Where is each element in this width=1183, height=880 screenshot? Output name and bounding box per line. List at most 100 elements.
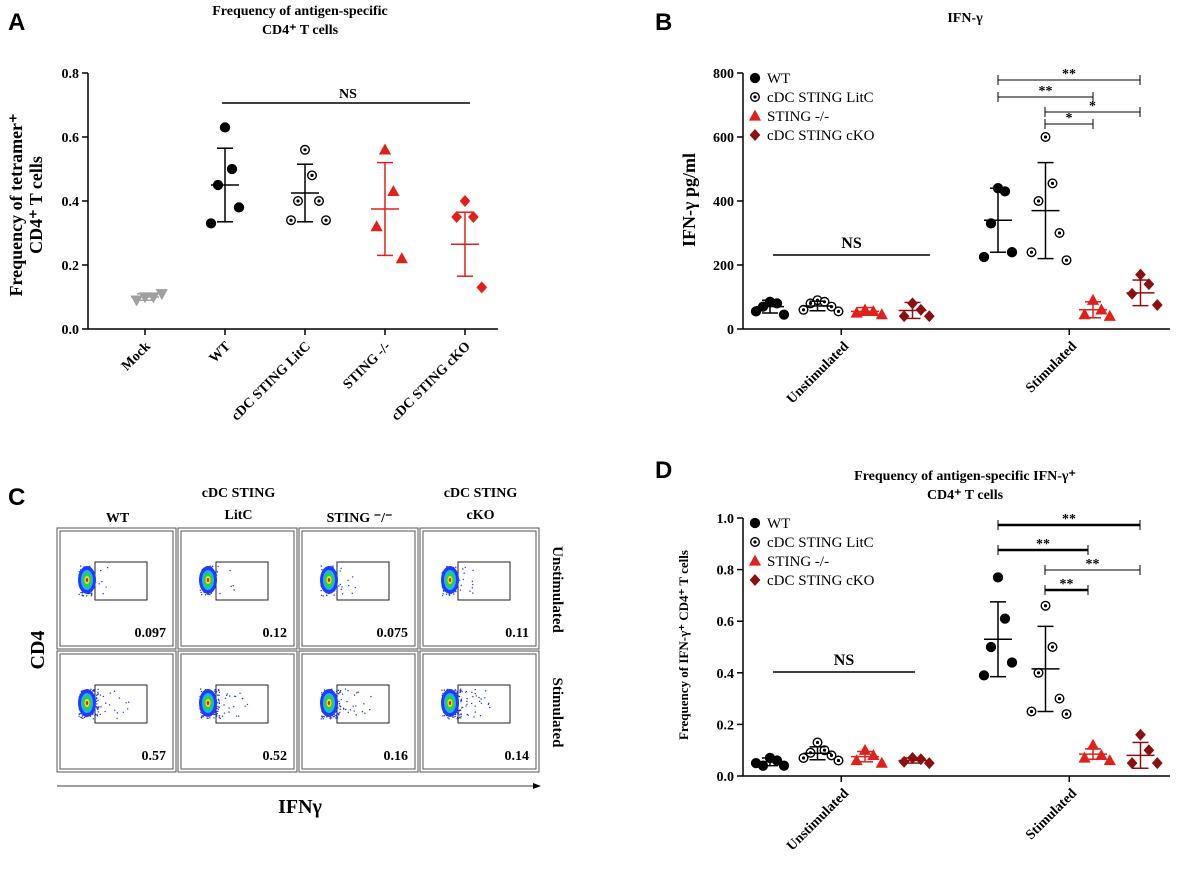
event-dot [480,702,483,704]
event-dot [221,715,224,717]
marker-dot [815,740,820,745]
data-point [370,220,383,232]
event-dot [462,568,464,570]
event-dot [329,718,332,720]
data-point [749,72,761,84]
y-tick-label: 0.0 [717,770,735,785]
marker-dot [1036,199,1041,203]
event-dot [336,716,339,718]
event-dot [224,697,227,699]
event-dot [217,706,220,708]
gate [215,684,269,724]
y-tick-label: 400 [713,195,734,210]
data-point [387,185,400,197]
event-dot [339,583,342,586]
event-dot [199,589,202,592]
event-dot [472,569,474,572]
marker-dot [808,301,813,305]
event-dot [99,713,102,716]
event-dot [101,580,103,583]
event-dot [116,717,118,720]
event-dot [479,715,482,717]
data-point [314,195,325,206]
annotation: * [1066,111,1073,126]
event-dot [460,715,462,718]
event-dot [232,585,234,587]
event-dot [204,594,207,596]
event-dot [345,708,347,711]
event-dot [102,695,105,698]
event-dot [332,565,334,567]
data-point [898,310,910,323]
plot-frame [177,650,298,773]
event-dot [472,583,474,586]
event-dot [82,717,84,720]
data-point [233,202,245,213]
data-point [1006,247,1018,258]
data-point [293,195,304,206]
x-tick-label: Unstimulated [784,339,852,407]
event-dot [218,714,221,717]
data-point [1040,131,1051,142]
x-axis-label: IFNγ [278,796,322,818]
event-dot [475,695,477,697]
density-contour [206,701,210,705]
y-tick-label: 0.2 [62,259,80,274]
y-axis-label: Frequency of IFN-γ⁺ CD4⁺ T cells [676,550,691,740]
event-dot [455,566,457,568]
event-dot [336,712,339,715]
event-dot [443,715,446,717]
event-dot [99,694,102,696]
density-contour [448,578,452,582]
data-point [833,755,844,766]
marker-dot [303,148,307,152]
marker-dot [822,748,827,752]
marker [992,572,1004,583]
event-dot [230,585,232,588]
data-point [1078,308,1091,320]
plot-frame-inner [59,530,174,647]
annotation: NS [841,235,862,252]
data-point [476,281,488,294]
event-dot [349,709,352,711]
event-dot [244,705,246,707]
chart-title: CD4⁺ T cells [927,488,1004,503]
y-tick-label: 1.0 [717,512,735,527]
event-dot [341,586,343,588]
marker-dot [829,753,834,757]
event-dot [464,566,466,569]
event-dot [127,701,130,703]
event-dot [209,717,211,719]
chart-title: CD4⁺ T cells [262,23,339,38]
y-tick-label: 600 [713,131,734,146]
chart-title: Frequency of antigen-specific IFN-γ⁺ [854,469,1076,484]
marker-dot [1043,604,1048,608]
data-point [798,752,809,763]
event-dot [484,697,486,699]
event-dot [348,584,350,587]
event-dot [217,689,220,692]
event-dot [478,696,480,699]
event-dot [226,693,229,695]
y-axis-label: Frequency of tetramer⁺ [6,113,26,296]
event-dot [118,697,121,699]
event-dot [218,691,221,694]
event-dot [453,593,455,595]
event-dot [335,690,338,693]
event-dot [100,706,102,708]
event-dot [217,710,219,713]
event-dot [474,693,477,695]
event-dot [200,688,202,690]
event-dot [355,705,357,707]
event-dot [460,717,462,719]
event-dot [218,702,221,705]
marker [771,298,783,309]
density-contour [327,701,331,705]
marker [999,613,1011,624]
event-dot [78,715,80,717]
data-point [1135,268,1146,281]
data-point [1033,667,1044,678]
event-dot [97,699,99,702]
event-dot [464,691,467,693]
x-tick-label: Mock [119,339,154,374]
